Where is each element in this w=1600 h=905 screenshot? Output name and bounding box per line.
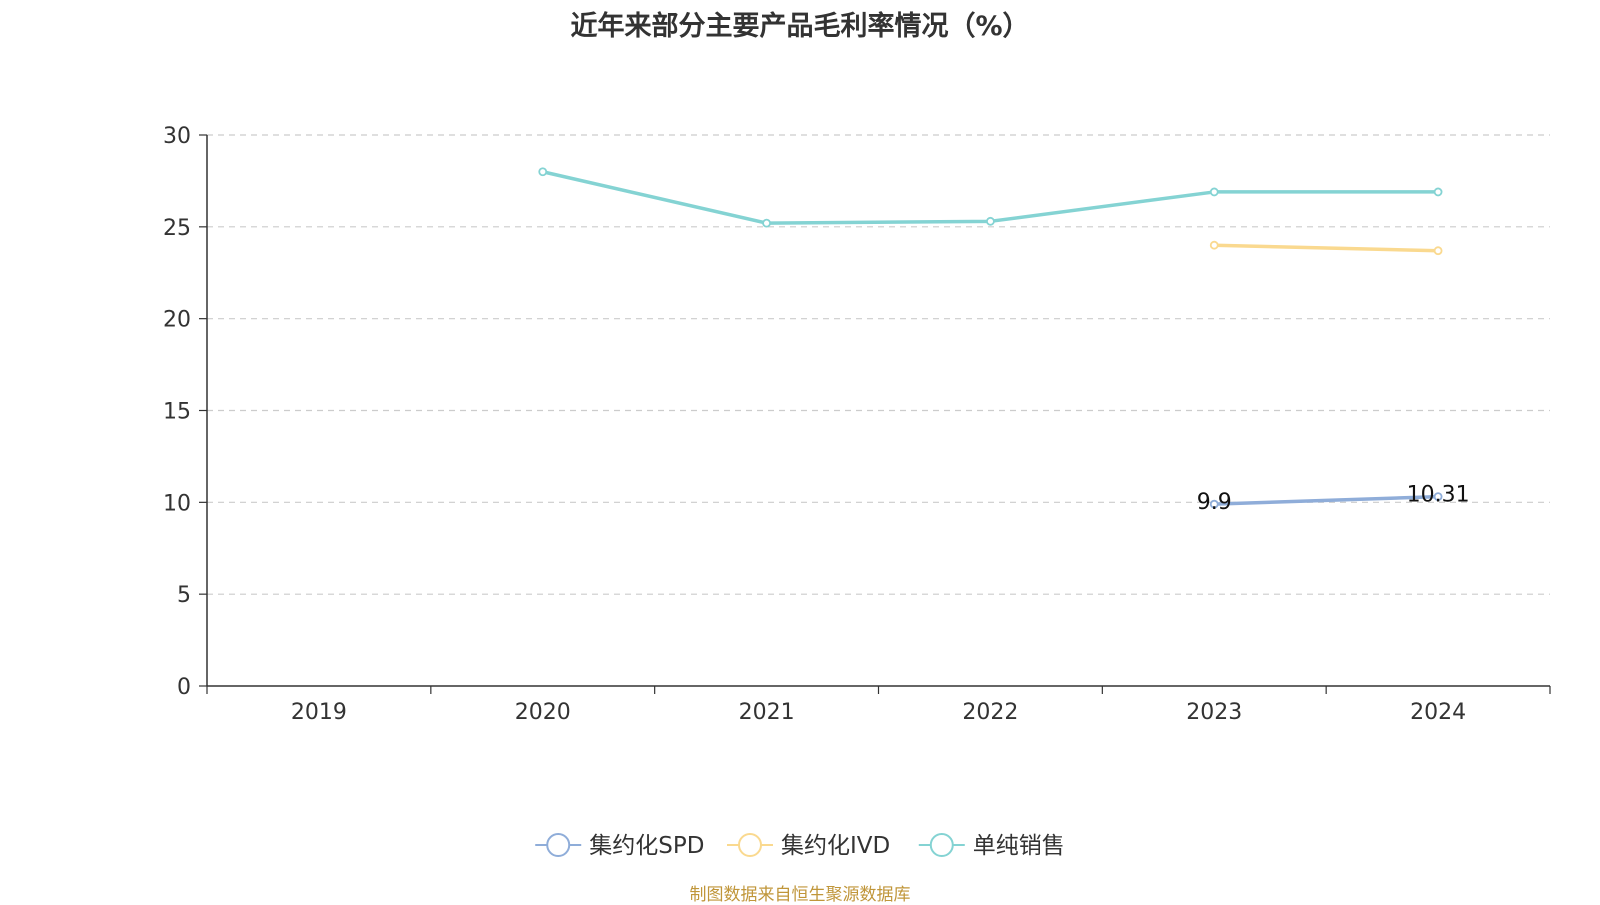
legend-circle-icon [929, 833, 954, 857]
series-lines [538, 167, 1443, 509]
data-labels: 9.9 10.31 [1197, 483, 1470, 516]
data-point [1209, 240, 1219, 250]
x-tick-label: 2024 [1410, 700, 1466, 725]
y-tick-label: 15 [163, 400, 191, 425]
x-tick-label: 2023 [1186, 700, 1242, 725]
chart-title: 近年来部分主要产品毛利率情况（%） [570, 11, 1030, 42]
y-tick-label: 5 [177, 583, 191, 608]
x-tick-label: 2021 [739, 700, 795, 725]
grid-lines [207, 134, 1550, 595]
legend-item-label: 单纯销售 [973, 833, 1065, 859]
data-point [1433, 492, 1443, 502]
data-point [1209, 499, 1219, 509]
y-tick-label: 20 [163, 308, 191, 333]
legend-item-label: 集约化IVD [781, 833, 890, 859]
x-tick-label: 2020 [515, 700, 571, 725]
y-tick-label: 10 [163, 491, 191, 516]
data-label: 9.9 [1197, 490, 1232, 515]
legend: 集约化SPD 集约化IVD 单纯销售 [535, 833, 1065, 859]
series-line-1 [1214, 243, 1439, 253]
data-point [1433, 246, 1443, 256]
x-tick-label: 2019 [291, 700, 347, 725]
y-tick-label: 25 [163, 216, 191, 241]
series-line-2 [542, 170, 1439, 225]
data-point [986, 216, 995, 226]
y-tick-label: 0 [177, 675, 191, 700]
legend-item-label: 集约化SPD [589, 833, 704, 859]
axes: 0 5 10 15 20 25 30 2019 2020 2021 2022 2023 2024 [163, 124, 1551, 725]
x-tick-label: 2022 [962, 700, 1018, 725]
legend-circle-icon [738, 833, 762, 857]
legend-circle-icon [546, 833, 571, 857]
source-note: 制图数据来自恒生聚源数据库 [689, 885, 911, 905]
data-point [762, 218, 771, 228]
y-tick-label: 30 [163, 124, 191, 149]
series-line-0 [1214, 494, 1439, 506]
data-point [538, 167, 548, 177]
data-point [1209, 187, 1219, 197]
data-point [1433, 187, 1443, 197]
data-label: 10.31 [1407, 483, 1470, 508]
